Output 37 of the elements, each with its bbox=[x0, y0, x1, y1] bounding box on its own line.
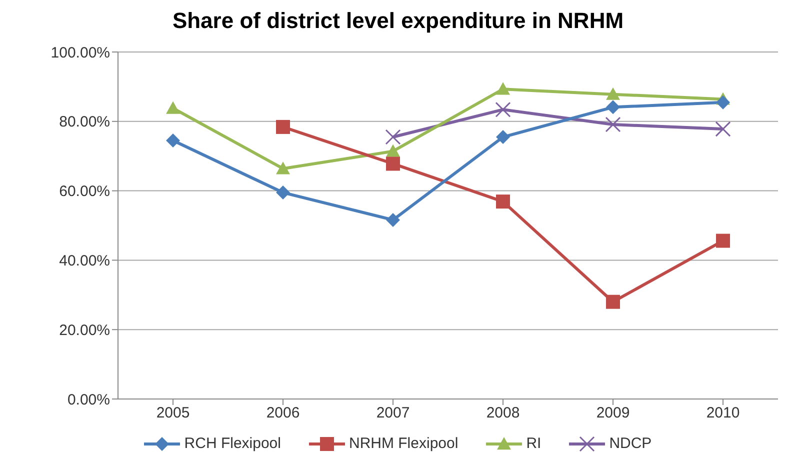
point bbox=[496, 194, 510, 209]
y-tick-label: 0.00% bbox=[67, 391, 110, 408]
point bbox=[606, 100, 620, 114]
y-tick-label: 40.00% bbox=[59, 252, 110, 270]
point bbox=[386, 144, 400, 157]
legend-label: RCH Flexipool bbox=[183, 435, 281, 452]
point bbox=[606, 87, 620, 100]
point bbox=[716, 95, 730, 110]
point bbox=[496, 130, 510, 144]
y-tick-label: 100.00% bbox=[50, 44, 110, 62]
point bbox=[716, 234, 730, 248]
point bbox=[385, 129, 401, 145]
x-tick-label: 2007 bbox=[376, 404, 410, 422]
point bbox=[166, 101, 180, 114]
point bbox=[606, 294, 620, 309]
point bbox=[496, 82, 510, 95]
point bbox=[386, 212, 400, 227]
legend-label: NRHM Flexipool bbox=[348, 435, 458, 452]
x-tick-label: 2005 bbox=[156, 404, 190, 422]
y-tick-label: 60.00% bbox=[59, 183, 110, 200]
x-tick-label: 2008 bbox=[486, 404, 520, 422]
x-tick-label: 2010 bbox=[706, 404, 740, 422]
point bbox=[386, 156, 400, 171]
legend-label: NDCP bbox=[608, 435, 652, 452]
point bbox=[276, 186, 290, 200]
point bbox=[166, 133, 180, 148]
x-tick-label: 2009 bbox=[596, 404, 630, 422]
y-tick-label: 80.00% bbox=[59, 114, 110, 131]
y-tick-label: 20.00% bbox=[59, 322, 110, 339]
chart-title: Share of district level expenditure in NRHM bbox=[171, 8, 625, 35]
point bbox=[715, 121, 731, 137]
point bbox=[495, 102, 511, 118]
legend-label: RI bbox=[525, 435, 542, 452]
point bbox=[605, 116, 621, 132]
x-tick-label: 2006 bbox=[266, 404, 300, 422]
point bbox=[276, 162, 290, 174]
point bbox=[276, 120, 290, 134]
